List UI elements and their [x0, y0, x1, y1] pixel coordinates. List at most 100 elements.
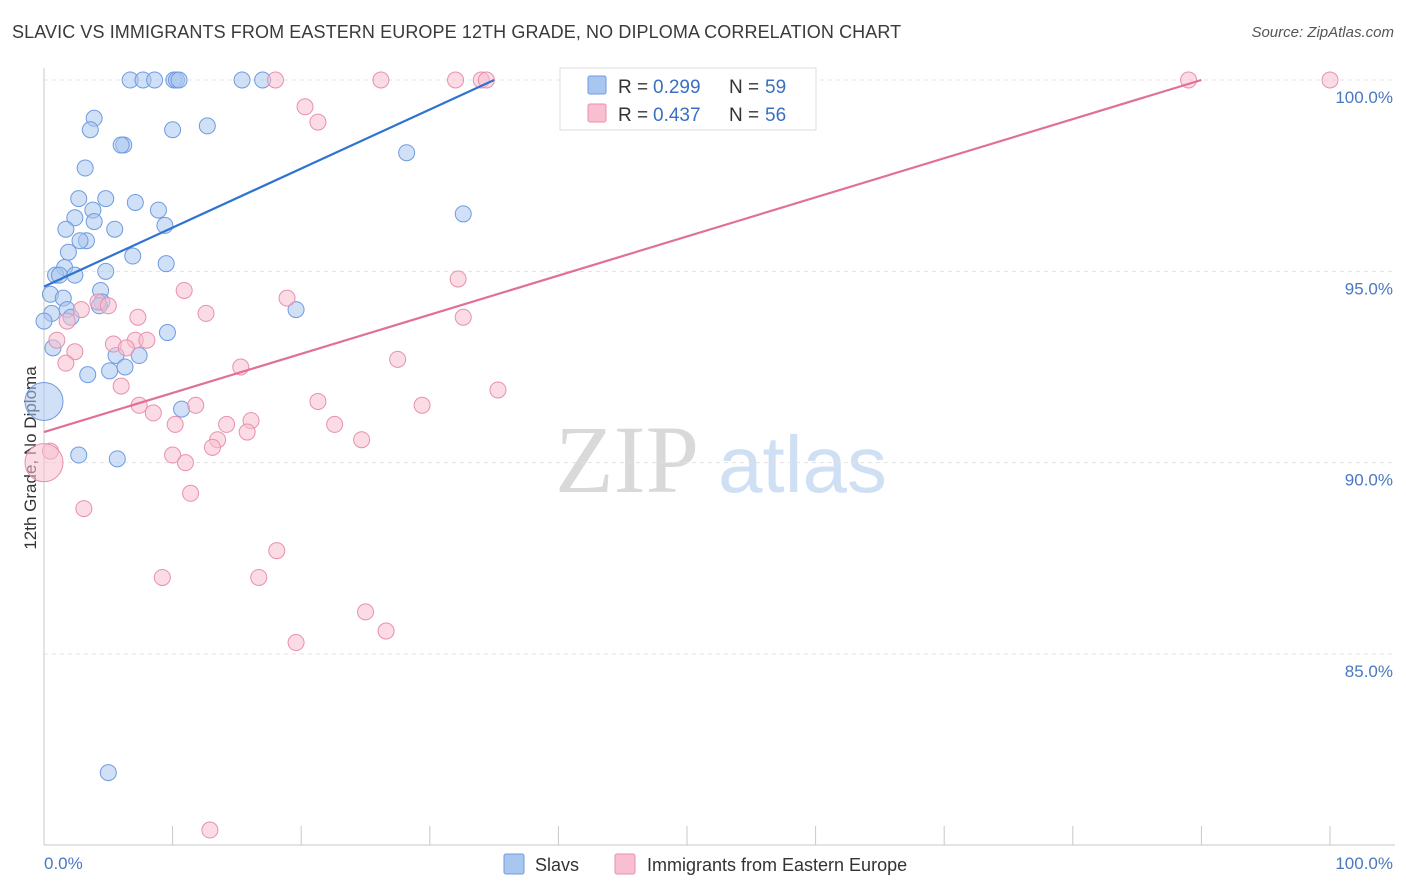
immigrants-point: [372, 71, 390, 89]
legend-swatch-slavs: [587, 75, 607, 95]
slavs-point: [101, 362, 119, 380]
immigrants-point: [144, 404, 162, 422]
legend-n-label-slavs: N =: [729, 77, 759, 98]
slavs-point: [146, 71, 164, 89]
immigrants-point: [454, 308, 472, 326]
immigrants-point: [250, 568, 268, 586]
immigrants-point: [24, 443, 64, 483]
y-tick-label: 100.0%: [1335, 88, 1393, 107]
bottom-legend-label-slavs: Slavs: [535, 855, 579, 875]
chart-title: SLAVIC VS IMMIGRANTS FROM EASTERN EUROPE…: [12, 22, 902, 42]
immigrants-point: [309, 392, 327, 410]
immigrants-point: [266, 71, 284, 89]
immigrants-point: [48, 331, 66, 349]
slavs-point: [81, 121, 99, 139]
bottom-legend-swatch-slavs: [503, 853, 525, 875]
immigrants-point: [326, 415, 344, 433]
legend-r-label-slavs: R =: [618, 77, 648, 98]
x-tick-labels: 0.0% 100.0%: [44, 854, 1393, 873]
slavs-point: [108, 450, 126, 468]
y-tick-labels: 100.0% 95.0% 90.0% 85.0%: [1335, 88, 1393, 681]
slavs-point: [173, 400, 191, 418]
immigrants-point: [447, 71, 465, 89]
slavs-point: [158, 324, 176, 342]
bottom-legend-swatch-immigrants: [614, 853, 636, 875]
immigrants-point: [164, 446, 182, 464]
immigrants-point: [75, 500, 93, 518]
immigrants-point: [296, 98, 314, 116]
immigrants-point: [57, 354, 75, 372]
y-tick-label: 95.0%: [1345, 279, 1393, 298]
immigrants-point: [112, 377, 130, 395]
slavs-point: [170, 71, 188, 89]
slavs-point: [59, 243, 77, 261]
immigrants-point: [389, 350, 407, 368]
immigrants-point: [117, 339, 135, 357]
immigrants-point: [203, 438, 221, 456]
slavs-point: [233, 71, 251, 89]
immigrants-point: [477, 71, 495, 89]
watermark-atlas: atlas: [718, 420, 887, 509]
immigrants-point: [175, 281, 193, 299]
legend-r-value-slavs: 0.299: [653, 77, 701, 98]
slavs-point: [57, 220, 75, 238]
legend-box: R = 0.299 N = 59 R = 0.437 N = 56: [559, 67, 817, 131]
bottom-legend: Slavs Immigrants from Eastern Europe: [503, 853, 907, 875]
immigrants-point: [413, 396, 431, 414]
slavs-point: [79, 366, 97, 384]
slavs-point: [164, 121, 182, 139]
immigrants-point: [138, 331, 156, 349]
slavs-point: [97, 262, 115, 280]
immigrants-point: [176, 454, 194, 472]
slavs-point: [126, 193, 144, 211]
immigrants-point: [268, 542, 286, 560]
slavs-point: [24, 381, 64, 421]
immigrants-point: [489, 381, 507, 399]
x-tick-label: 0.0%: [44, 854, 83, 873]
immigrants-point: [287, 634, 305, 652]
slavs-point: [70, 190, 88, 208]
slavs-point: [97, 190, 115, 208]
immigrants-point: [353, 431, 371, 449]
immigrants-point: [153, 568, 171, 586]
slavs-point: [157, 255, 175, 273]
slavs-point: [85, 213, 103, 231]
immigrants-point: [72, 301, 90, 319]
immigrants-trend-line: [43, 78, 1202, 434]
legend-n-label-immigrants: N =: [729, 105, 759, 126]
slavs-point: [106, 220, 124, 238]
immigrants-point: [197, 304, 215, 322]
immigrants-point: [1321, 71, 1339, 89]
immigrants-point: [309, 113, 327, 131]
slavs-point: [149, 201, 167, 219]
immigrants-point: [58, 312, 76, 330]
slavs-point: [66, 209, 84, 227]
immigrants-point: [377, 622, 395, 640]
immigrants-point: [218, 415, 236, 433]
x-tick-label: 100.0%: [1335, 854, 1393, 873]
slavs-point: [116, 358, 134, 376]
data-points: [24, 71, 1339, 839]
legend-n-value-immigrants: 56: [765, 105, 786, 126]
bottom-legend-label-immigrants: Immigrants from Eastern Europe: [647, 855, 907, 875]
immigrants-point: [449, 270, 467, 288]
slavs-point: [124, 247, 142, 265]
slavs-point: [112, 136, 130, 154]
slavs-point: [71, 232, 89, 250]
immigrants-point: [166, 415, 184, 433]
trend-lines: [43, 78, 1202, 434]
immigrants-point: [129, 308, 147, 326]
immigrants-point: [238, 423, 256, 441]
immigrants-point: [66, 343, 84, 361]
immigrants-point: [201, 821, 219, 839]
slavs-point: [70, 446, 88, 464]
slavs-point: [76, 159, 94, 177]
immigrants-point: [182, 484, 200, 502]
legend-r-value-immigrants: 0.437: [653, 105, 701, 126]
legend-n-value-slavs: 59: [765, 77, 786, 98]
slavs-point: [99, 764, 117, 782]
slavs-point: [454, 205, 472, 223]
immigrants-point: [357, 603, 374, 621]
immigrants-point: [99, 297, 117, 315]
